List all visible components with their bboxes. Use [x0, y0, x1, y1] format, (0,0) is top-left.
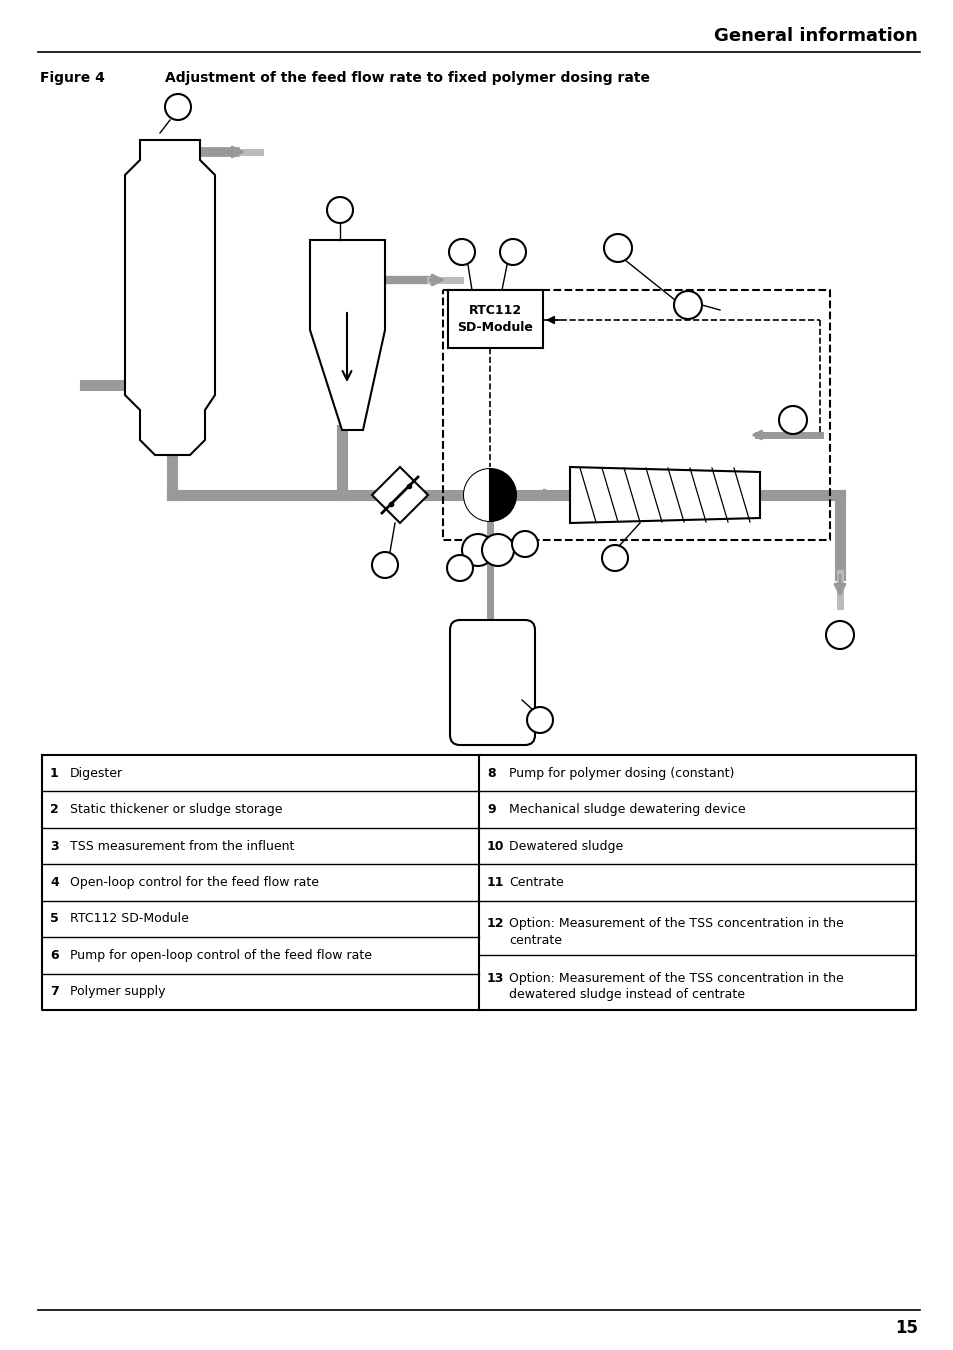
Polygon shape	[310, 240, 385, 431]
Text: 15: 15	[894, 1319, 917, 1336]
Text: 6: 6	[50, 949, 58, 961]
Circle shape	[463, 468, 516, 521]
Text: 7: 7	[50, 986, 59, 998]
Text: 13: 13	[679, 300, 695, 310]
Text: Digester: Digester	[70, 767, 123, 780]
Circle shape	[779, 406, 806, 433]
Text: 11: 11	[486, 876, 504, 890]
Circle shape	[447, 555, 473, 580]
Text: 6: 6	[456, 562, 464, 575]
Polygon shape	[125, 140, 214, 455]
FancyBboxPatch shape	[448, 290, 542, 348]
Circle shape	[603, 234, 631, 262]
Text: 5: 5	[50, 913, 59, 926]
Text: 4: 4	[457, 246, 466, 258]
FancyBboxPatch shape	[450, 620, 535, 745]
Circle shape	[449, 239, 475, 265]
Text: 9: 9	[486, 803, 496, 817]
Circle shape	[526, 707, 553, 733]
Polygon shape	[569, 467, 760, 522]
Text: 2: 2	[335, 204, 344, 216]
Text: Pump for polymer dosing (constant): Pump for polymer dosing (constant)	[509, 767, 734, 780]
Text: Pump for open-loop control of the feed flow rate: Pump for open-loop control of the feed f…	[70, 949, 372, 961]
Text: 3: 3	[50, 840, 58, 853]
Text: Option: Measurement of the TSS concentration in the: Option: Measurement of the TSS concentra…	[509, 917, 842, 930]
Circle shape	[673, 292, 701, 319]
Text: Mechanical sludge dewatering device: Mechanical sludge dewatering device	[509, 803, 745, 817]
Circle shape	[372, 552, 397, 578]
Wedge shape	[463, 468, 490, 521]
Circle shape	[601, 545, 627, 571]
Text: Option: Measurement of the TSS concentration in the: Option: Measurement of the TSS concentra…	[509, 972, 842, 984]
Circle shape	[825, 621, 853, 649]
Circle shape	[499, 239, 525, 265]
Text: 9: 9	[610, 552, 618, 564]
Text: RTC112
SD-Module: RTC112 SD-Module	[457, 304, 533, 333]
Text: 1: 1	[173, 100, 182, 113]
Text: 8: 8	[520, 537, 529, 551]
Text: TSS measurement from the influent: TSS measurement from the influent	[70, 840, 294, 853]
Text: Polymer supply: Polymer supply	[70, 986, 165, 998]
Text: 4: 4	[50, 876, 59, 890]
Text: Open-loop control for the feed flow rate: Open-loop control for the feed flow rate	[70, 876, 318, 890]
Text: Adjustment of the feed flow rate to fixed polymer dosing rate: Adjustment of the feed flow rate to fixe…	[165, 72, 649, 85]
Text: 8: 8	[486, 767, 496, 780]
Text: 13: 13	[486, 972, 504, 984]
Text: 10: 10	[486, 840, 504, 853]
Circle shape	[327, 197, 353, 223]
Circle shape	[512, 531, 537, 558]
Text: 1: 1	[50, 767, 59, 780]
Polygon shape	[372, 467, 428, 522]
Circle shape	[461, 535, 494, 566]
Text: Static thickener or sludge storage: Static thickener or sludge storage	[70, 803, 282, 817]
Text: 7: 7	[535, 714, 544, 726]
Text: Centrate: Centrate	[509, 876, 563, 890]
Circle shape	[481, 535, 514, 566]
Text: 11: 11	[784, 414, 800, 425]
Text: 12: 12	[610, 243, 625, 252]
Text: 2: 2	[50, 803, 59, 817]
Text: 3: 3	[380, 559, 389, 571]
Text: RTC112 SD-Module: RTC112 SD-Module	[70, 913, 189, 926]
Circle shape	[165, 95, 191, 120]
Text: 12: 12	[486, 917, 504, 930]
Text: dewatered sludge instead of centrate: dewatered sludge instead of centrate	[509, 988, 744, 1002]
Text: 5: 5	[508, 246, 517, 258]
Text: Figure 4: Figure 4	[40, 72, 105, 85]
Text: centrate: centrate	[509, 934, 561, 946]
Text: 10: 10	[831, 630, 847, 640]
Text: General information: General information	[714, 27, 917, 45]
Text: Dewatered sludge: Dewatered sludge	[509, 840, 622, 853]
